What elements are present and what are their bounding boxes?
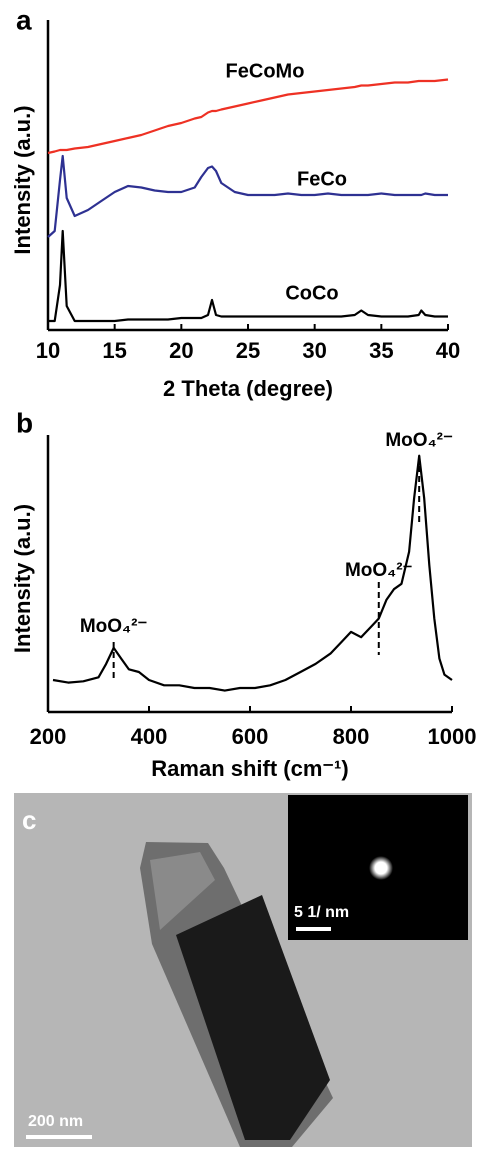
series-label: FeCo [297,168,347,190]
scale-label: 200 nm [28,1113,83,1130]
panel-label: a [16,4,32,35]
x-tick-label: 40 [436,338,460,363]
panel-label: c [22,805,36,835]
y-axis-title: Intensity (a.u.) [10,504,35,653]
x-tick-label: 30 [302,338,326,363]
diffraction-spot [369,856,393,880]
y-axis-title: Intensity (a.u.) [10,105,35,254]
panel-label: b [16,407,33,438]
series-line [52,454,453,692]
series-label: CoCo [285,282,338,304]
tem-panel: c 5 1/ nm 200 nm [14,793,472,1147]
x-tick-label: 800 [333,724,370,749]
inset-scale-label: 5 1/ nm [294,904,349,921]
x-tick-label: 20 [169,338,193,363]
rod-dark [176,895,330,1140]
x-tick-label: 15 [102,338,126,363]
x-tick-label: 200 [30,724,67,749]
series-line [47,154,448,238]
x-tick-label: 1000 [428,724,477,749]
x-tick-label: 10 [36,338,60,363]
series-label: FeCoMo [226,60,305,82]
annotation: MoO₄²⁻ [80,616,148,637]
x-tick-label: 35 [369,338,393,363]
x-axis-title: Raman shift (cm⁻¹) [151,756,348,781]
series-line [47,78,449,155]
annotation: MoO₄²⁻ [385,430,453,451]
series-line [48,229,448,323]
x-tick-label: 25 [236,338,260,363]
x-tick-label: 600 [232,724,269,749]
x-tick-label: 400 [131,724,168,749]
annotation: MoO₄²⁻ [345,560,413,581]
rod-tip [150,852,215,930]
x-axis-title: 2 Theta (degree) [163,376,333,401]
